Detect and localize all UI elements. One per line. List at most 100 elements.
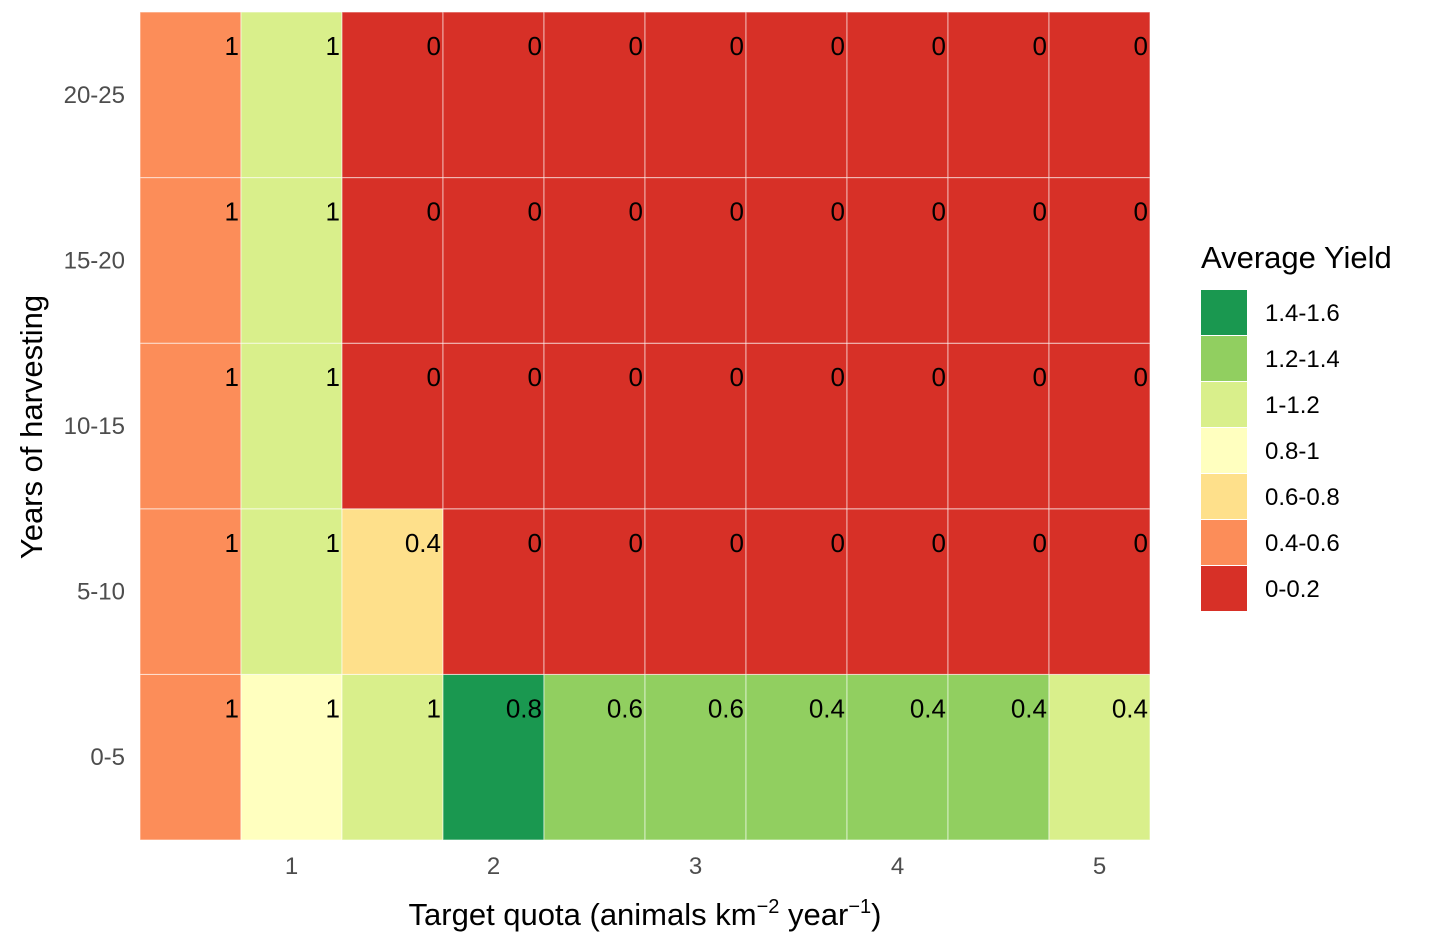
cell-value-label: 1 [326,693,340,723]
x-axis-ticks: 1 2 3 4 5 [285,853,1106,880]
legend: Average Yield 1.4-1.6 1.2-1.4 1-1.2 0.8-1 0.… [1201,240,1392,611]
cell-value-label: 0 [427,31,441,61]
cell-value-label: 0.6 [607,693,643,723]
y-axis-ticks: 0-5 5-10 10-15 15-20 20-25 [64,82,125,771]
cell-value-label: 0.4 [910,693,946,723]
cell-value-label: 0.6 [708,693,744,723]
legend-key [1201,474,1247,519]
x-axis-title-sup1: −2 [757,896,780,918]
heatmap-cells [139,11,1151,841]
legend-label: 1.4-1.6 [1265,300,1340,327]
legend-label: 0-0.2 [1265,576,1320,603]
x-tick-label: 1 [285,853,298,880]
heatmap-cell [644,673,747,841]
cell-value-label: 0.8 [506,693,542,723]
x-axis-title-base: Target quota (animals km [409,897,757,932]
cell-value-label: 0 [730,362,744,392]
cell-value-label: 0 [831,197,845,227]
cell-value-label: 0.4 [405,528,441,558]
cell-value-label: 0 [831,528,845,558]
heatmap-cell [846,673,949,841]
heatmap-cell [947,11,1050,179]
cell-value-label: 0 [1033,528,1047,558]
x-tick-label: 3 [689,853,702,880]
heatmap-cell [139,11,242,179]
heatmap-cell [442,673,545,841]
cell-value-label: 1 [225,31,239,61]
cell-value-label: 0 [831,31,845,61]
cell-value-label: 0 [528,31,542,61]
heatmap-cell [745,177,848,344]
heatmap-cell [846,342,949,510]
heatmap-cell [745,11,848,179]
legend-key [1201,290,1247,335]
heatmap-cell [1048,342,1151,510]
heatmap-cell [543,673,646,841]
cell-value-label: 0.4 [1112,693,1148,723]
cell-value-label: 0 [1033,31,1047,61]
heatmap-cell [947,508,1050,675]
cell-value-label: 0 [1033,197,1047,227]
heatmap-cell [745,508,848,675]
heatmap-cell [543,11,646,179]
legend-label: 0.6-0.8 [1265,484,1340,511]
heatmap-cell [442,177,545,344]
cell-value-label: 0 [629,528,643,558]
heatmap-cell [745,342,848,510]
cell-value-label: 0 [629,362,643,392]
heatmap-cell [1048,508,1151,675]
heatmap-cell [745,673,848,841]
cell-value-label: 0 [932,528,946,558]
cell-value-label: 0 [1134,31,1148,61]
cell-value-label: 0 [427,197,441,227]
cell-value-label: 0 [629,197,643,227]
cell-value-label: 0.4 [1011,693,1047,723]
cell-value-label: 0 [528,197,542,227]
heatmap-cell [846,177,949,344]
legend-title: Average Yield [1201,240,1392,275]
x-tick-label: 5 [1093,853,1106,880]
legend-label: 0.4-0.6 [1265,530,1340,557]
cell-value-label: 1 [326,362,340,392]
heatmap-cell [139,673,242,841]
heatmap-cell [543,508,646,675]
heatmap-cell [947,342,1050,510]
heatmap-cell [240,11,343,179]
heatmap-cell [947,673,1050,841]
cell-value-label: 1 [225,362,239,392]
cell-value-label: 1 [225,197,239,227]
heatmap-cell [1048,11,1151,179]
legend-label: 1.2-1.4 [1265,346,1340,373]
legend-key [1201,520,1247,565]
heatmap-cell-labels: 1 1 1 0.8 0.6 0.6 0.4 0.4 0.4 0.4 1 1 0.4 0 0 0 0 0 0 0 1 1 0 0… [225,31,1148,723]
heatmap-cell [341,342,444,510]
cell-value-label: 0 [932,31,946,61]
legend-key [1201,382,1247,427]
cell-value-label: 1 [427,693,441,723]
cell-value-label: 0 [528,528,542,558]
heatmap-cell [139,342,242,510]
y-tick-label: 5-10 [77,579,125,606]
cell-value-label: 1 [326,31,340,61]
y-axis-title: Years of harvesting [14,295,49,559]
heatmap-cell [341,11,444,179]
legend-label: 0.8-1 [1265,438,1320,465]
heatmap-cell [644,177,747,344]
cell-value-label: 0 [730,197,744,227]
heatmap-cell [240,673,343,841]
legend-key [1201,566,1247,611]
cell-value-label: 0.4 [809,693,845,723]
cell-value-label: 0 [730,31,744,61]
heatmap-cell [341,508,444,675]
heatmap-cell [846,11,949,179]
cell-value-label: 0 [1134,197,1148,227]
cell-value-label: 1 [225,528,239,558]
legend-label: 1-1.2 [1265,392,1320,419]
x-axis-title-sup2: −1 [848,896,871,918]
cell-value-label: 0 [1033,362,1047,392]
cell-value-label: 1 [326,197,340,227]
heatmap-cell [1048,673,1151,841]
y-tick-label: 15-20 [64,247,125,274]
cell-value-label: 0 [629,31,643,61]
